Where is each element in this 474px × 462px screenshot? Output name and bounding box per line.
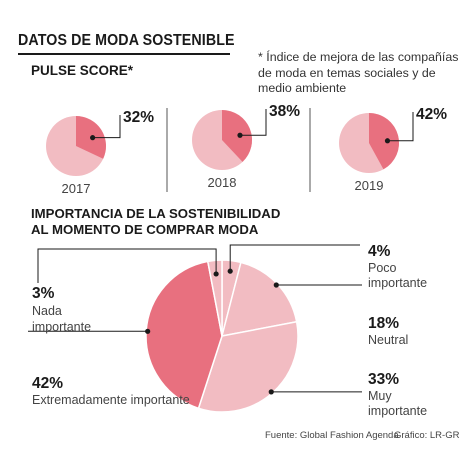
pulse-pie-2017-year: 2017 (62, 181, 91, 196)
pulse-score-title: PULSE SCORE* (31, 63, 134, 78)
graphic-credit: Gráfico: LR-GR (394, 430, 460, 441)
pulse-pie-2017-leader (92, 115, 121, 139)
importance-pie-value-nada-importante: 3% (32, 285, 55, 302)
importance-pie-dot-muy-importante (268, 389, 274, 395)
pulse-pie-2019-leader (387, 112, 414, 142)
importance-pie-value-extremadamente-importante: 42% (32, 375, 63, 392)
title-underline (18, 53, 230, 55)
importance-pie-label-neutral: Neutral (368, 333, 408, 347)
importance-pie-dot-neutral (273, 282, 279, 288)
pulse-pie-2019-score-slice (369, 113, 399, 170)
importance-pie-label-nada-importante-line-1: Nada (32, 304, 62, 318)
page-title: DATOS DE MODA SOSTENIBLE (18, 32, 235, 49)
importance-pie-leader-poco-importante (229, 244, 360, 272)
pulse-pie-2019-value: 42% (416, 106, 447, 123)
importance-title-line-1: IMPORTANCIA DE LA SOSTENIBILIDAD (31, 206, 281, 221)
pulse-pie-2018-year: 2018 (208, 175, 237, 190)
importance-pie-value-poco-importante: 4% (368, 243, 391, 260)
pulse-pie-2017-value: 32% (123, 109, 154, 126)
importance-pie-label-muy-importante-line-1: Muy (368, 389, 392, 403)
importance-pie-value-neutral: 18% (368, 315, 399, 332)
pulse-pie-2018-value: 38% (269, 103, 300, 120)
importance-pie-label-extremadamente-importante: Extremadamente importante (32, 393, 190, 407)
importance-title-line-2: AL MOMENTO DE COMPRAR MODA (31, 222, 259, 237)
importance-pie-value-muy-importante: 33% (368, 371, 399, 388)
pulse-score-footnote: * Índice de mejora de las compañías de m… (258, 50, 459, 95)
pulse-pie-2018-dot (237, 132, 243, 138)
importance-pie-label-muy-importante-line-2: importante (368, 404, 427, 418)
pulse-pie-2018-leader (239, 109, 267, 136)
importance-pie-leader-nada-importante (37, 248, 217, 283)
importance-pie-label-poco-importante-line-2: importante (368, 276, 427, 290)
importance-section-title: IMPORTANCIA DE LA SOSTENIBILIDAD AL MOME… (31, 206, 280, 238)
source-note: Fuente: Global Fashion Agenda (265, 430, 399, 441)
importance-pie-label-poco-importante-line-1: Poco (368, 261, 397, 275)
pulse-pie-2019-year: 2019 (355, 178, 384, 193)
importance-pie-slice-nada-importante (206, 259, 223, 337)
importance-pie-label-nada-importante-line-2: importante (32, 320, 91, 334)
pulse-pie-2018-score-slice (222, 110, 253, 162)
